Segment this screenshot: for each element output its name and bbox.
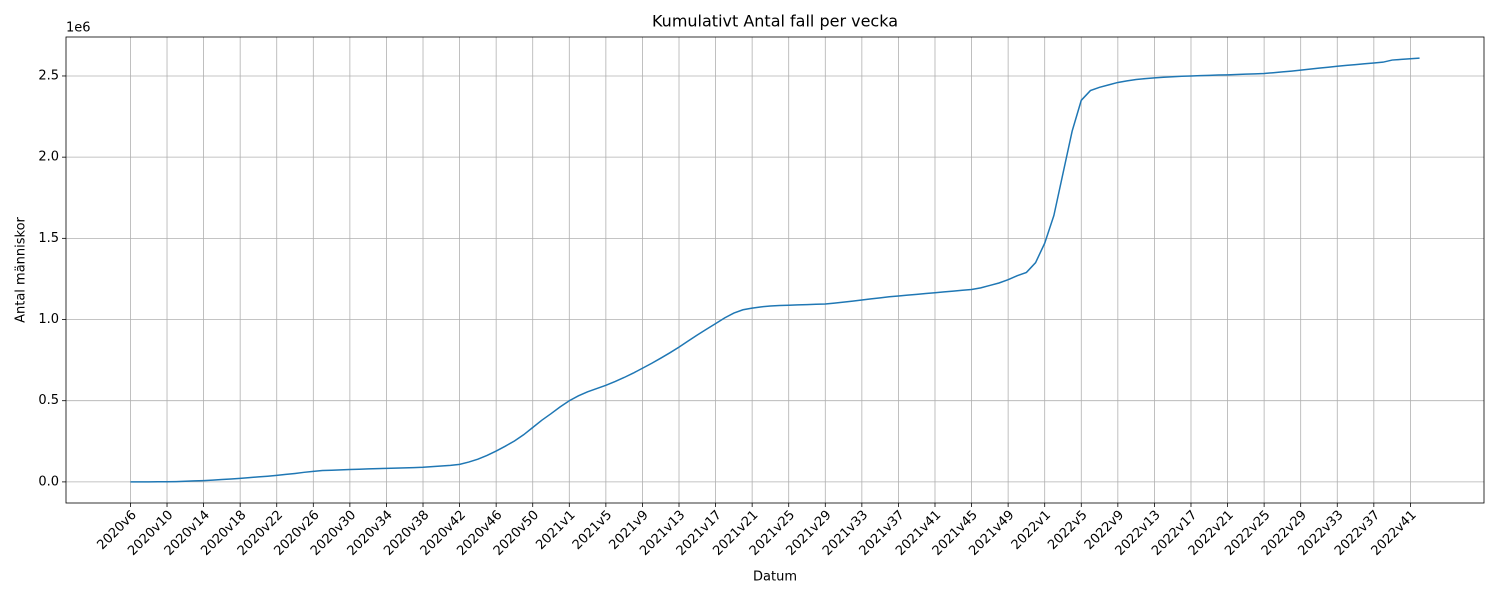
x-tick-label: 2022v5 [1045, 508, 1090, 553]
y-axis-label: Antal människor [14, 216, 29, 322]
chart-title: Kumulativt Antal fall per vecka [652, 12, 898, 31]
y-tick-label: 1.5 [38, 231, 59, 246]
x-tick-label: 2021v5 [570, 508, 615, 553]
y-tick-label: 0.5 [38, 393, 59, 408]
y-tick-label: 0.0 [38, 474, 59, 489]
x-tick-label: 2022v1 [1009, 508, 1054, 553]
y-tick-label: 2.0 [38, 150, 59, 165]
plot-frame [65, 36, 1485, 504]
x-axis-label: Datum [753, 570, 797, 585]
data-line [130, 57, 1420, 483]
y-tick-label: 1.0 [38, 312, 59, 327]
y-tick-label: 2.5 [38, 68, 59, 83]
x-tick-label: 2021v1 [533, 508, 578, 553]
y-offset-label: 1e6 [66, 21, 91, 36]
